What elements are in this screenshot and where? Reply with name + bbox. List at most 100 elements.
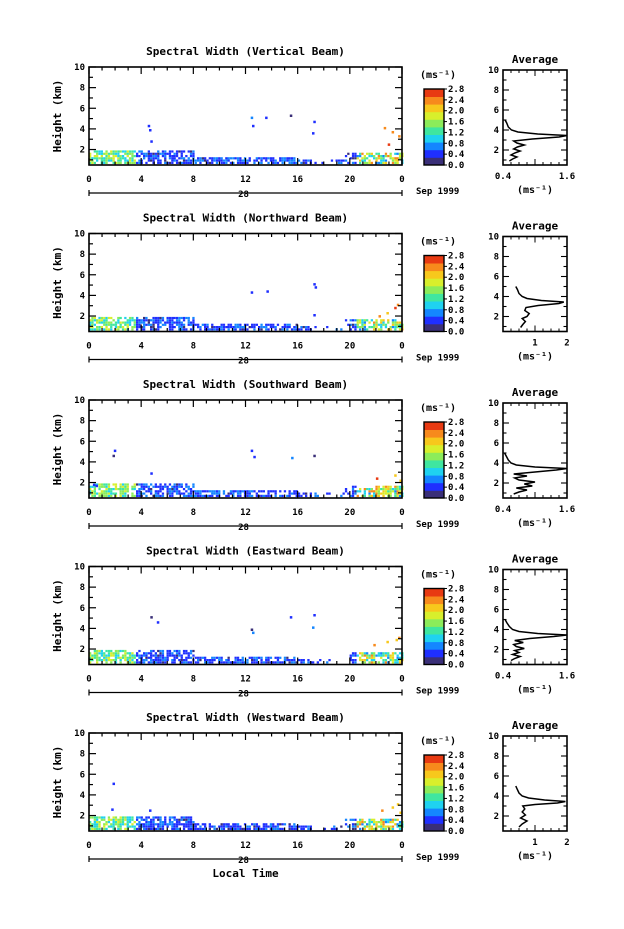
colorbar: 0.00.40.81.21.62.02.42.8 xyxy=(423,85,465,171)
heatmap-cell xyxy=(232,326,235,329)
heatmap-cell xyxy=(375,321,378,324)
heatmap-cell xyxy=(380,652,383,655)
heatmap-cell xyxy=(295,161,298,164)
heatmap-cell xyxy=(398,490,402,493)
heatmap-cell xyxy=(288,825,291,828)
heatmap-cell xyxy=(394,488,397,491)
heatmap-cell xyxy=(166,316,169,320)
heatmap-cell xyxy=(377,490,380,493)
heatmap-cell xyxy=(366,488,369,491)
heatmap-cell xyxy=(260,656,263,659)
avg-y-tick-label: 4 xyxy=(494,293,500,303)
heatmap-cell xyxy=(154,155,157,158)
plot-frame xyxy=(88,399,403,499)
heatmap-cell xyxy=(260,323,263,326)
heatmap-cell xyxy=(225,161,228,164)
heatmap-cell xyxy=(180,818,183,821)
heatmap-cell xyxy=(396,490,399,493)
heatmap-cell xyxy=(241,159,244,162)
heatmap-cell xyxy=(112,152,115,155)
heatmap-cell xyxy=(103,659,106,662)
heatmap-cell xyxy=(302,659,305,662)
heatmap-cell xyxy=(161,492,165,495)
heatmap-cell xyxy=(166,654,169,657)
heatmap-cell xyxy=(107,816,111,819)
heatmap-cell xyxy=(182,316,186,320)
heatmap-cell xyxy=(274,328,277,331)
heatmap-cell xyxy=(375,492,378,495)
heatmap-cell xyxy=(347,825,350,828)
heatmap-cell xyxy=(173,155,176,158)
heatmap-cell xyxy=(236,159,240,162)
heatmap-cell xyxy=(382,321,385,324)
heatmap-cell xyxy=(117,821,120,824)
heatmap-cell xyxy=(168,490,172,493)
heatmap-cell xyxy=(140,150,143,153)
heatmap-cell xyxy=(173,159,176,162)
heatmap-cell xyxy=(265,823,268,826)
heatmap-cell xyxy=(255,661,258,664)
heatmap-cell xyxy=(192,155,195,158)
heatmap-cell xyxy=(232,825,235,828)
panel-title: Spectral Width (Northward Beam) xyxy=(143,212,348,225)
heatmap-cell xyxy=(366,152,369,155)
heatmap-cell xyxy=(175,821,179,824)
heatmap-cell xyxy=(389,490,392,493)
heatmap-cell xyxy=(138,150,141,153)
heatmap-cell xyxy=(387,319,390,322)
heatmap-cell xyxy=(110,152,113,155)
heatmap-cell xyxy=(171,825,174,828)
heatmap-cell xyxy=(166,823,169,826)
heatmap-cell xyxy=(229,492,233,495)
heatmap-cell xyxy=(100,652,103,655)
heatmap-cell xyxy=(377,654,380,657)
heatmap-cell xyxy=(359,328,362,331)
heatmap-cell xyxy=(211,328,214,331)
heatmap-cell xyxy=(239,827,242,830)
heatmap-cell xyxy=(211,659,214,662)
heatmap-cell xyxy=(370,827,373,830)
heatmap-cell xyxy=(154,319,157,322)
heatmap-cell xyxy=(234,326,237,329)
heatmap-cell xyxy=(185,818,188,821)
heatmap-cell xyxy=(187,818,190,821)
heatmap-cell xyxy=(194,827,197,830)
heatmap-cell xyxy=(199,656,202,659)
heatmap-cell xyxy=(359,659,362,662)
heatmap-cell xyxy=(274,825,277,828)
colorbar-segment xyxy=(424,422,444,430)
heatmap-cell xyxy=(377,661,380,664)
heatmap-cell xyxy=(215,161,219,164)
heatmap-cell xyxy=(204,328,207,331)
heatmap-cell xyxy=(157,649,160,653)
heatmap-cell xyxy=(105,319,108,322)
heatmap-cell xyxy=(100,483,103,486)
x-tick-label: 20 xyxy=(344,675,355,685)
colorbar-segment xyxy=(424,270,444,279)
heatmap-cell xyxy=(375,159,378,162)
heatmap-cell xyxy=(178,161,181,164)
heatmap-cell xyxy=(105,159,108,162)
heatmap-cell xyxy=(180,161,183,164)
heatmap-cell xyxy=(283,326,287,329)
heatmap-point xyxy=(391,806,395,809)
heatmap-cell xyxy=(89,159,92,162)
heatmap-cell xyxy=(187,323,190,326)
y-tick-label: 6 xyxy=(80,104,85,114)
heatmap-cell xyxy=(138,490,141,493)
heatmap-cell xyxy=(159,649,162,653)
heatmap-cell xyxy=(366,161,369,164)
heatmap-cell xyxy=(307,827,310,830)
heatmap-cell xyxy=(164,157,167,160)
heatmap-cell xyxy=(98,492,101,495)
heatmap-cell xyxy=(382,654,385,657)
heatmap-cell xyxy=(143,328,146,331)
heatmap-cell xyxy=(100,649,103,653)
heatmap-cell xyxy=(187,827,190,830)
heatmap-cell xyxy=(286,494,289,497)
heatmap-cell xyxy=(91,485,94,488)
heatmap-cell xyxy=(380,157,383,160)
colorbar-tick-label: 0.4 xyxy=(448,816,465,826)
heatmap-cell xyxy=(363,494,366,497)
